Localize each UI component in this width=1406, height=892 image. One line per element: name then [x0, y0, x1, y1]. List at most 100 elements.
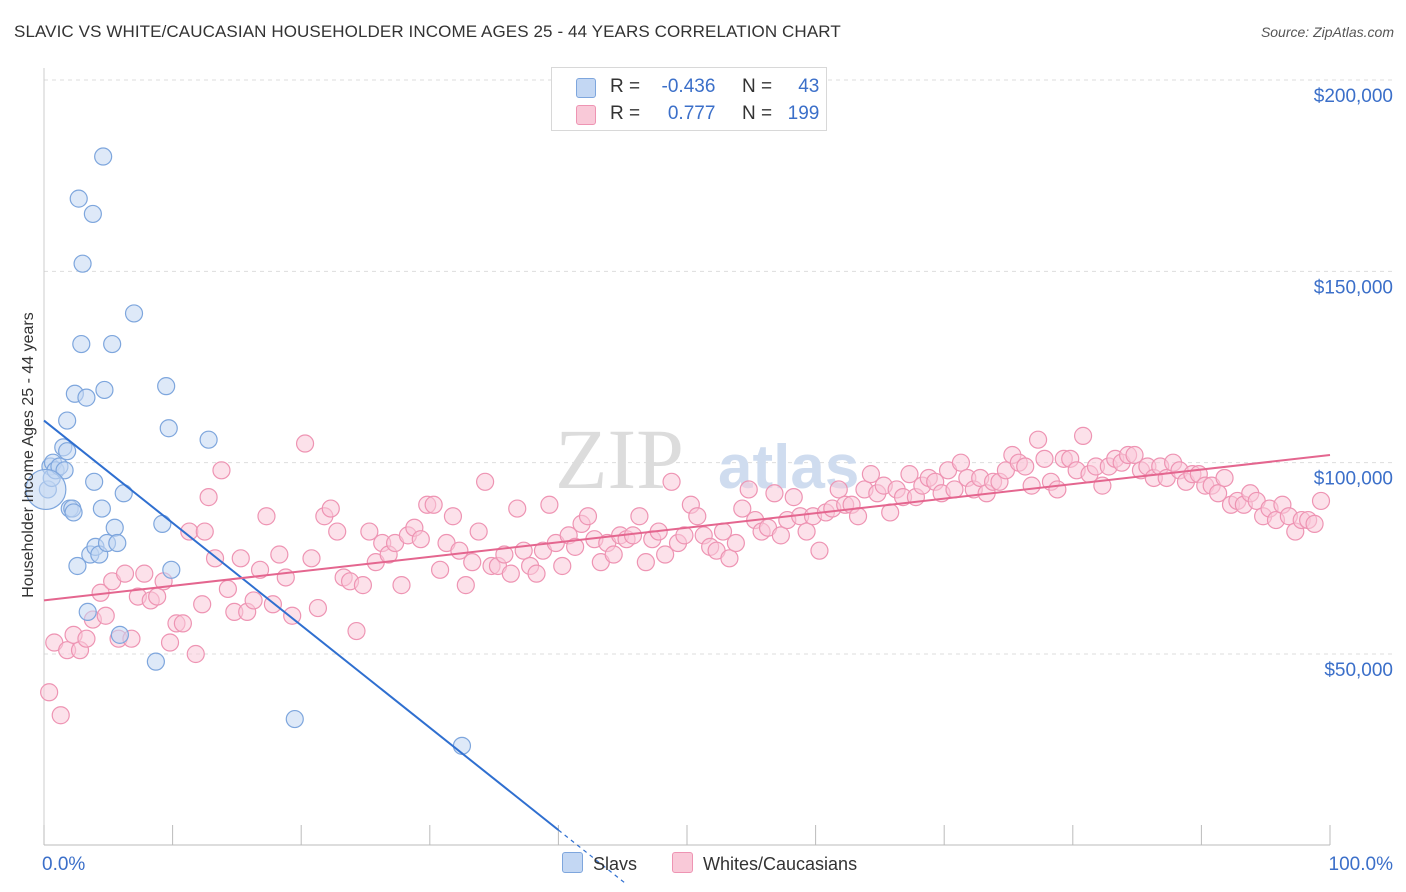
- whites-point: [424, 495, 443, 514]
- whites-point: [495, 545, 514, 564]
- whites-point: [829, 480, 848, 499]
- slavs-point: [124, 304, 144, 323]
- whites-point: [797, 522, 816, 541]
- whites-point: [173, 614, 192, 633]
- slavs-point: [83, 204, 102, 224]
- bottom-legend-slavs: Slavs: [562, 852, 637, 875]
- slavs-point: [73, 254, 92, 273]
- whites-point: [662, 472, 681, 491]
- bottom-legend-whites: Whites/Caucasians: [672, 852, 857, 875]
- slavs-point: [110, 625, 129, 644]
- slavs-point: [285, 709, 304, 729]
- slavs-point: [68, 556, 87, 576]
- whites-point: [733, 499, 752, 518]
- whites-point: [443, 507, 463, 526]
- whites-point: [881, 503, 900, 522]
- legend-r-value-slavs: -0.436: [661, 76, 716, 97]
- whites-point: [1035, 449, 1054, 468]
- slavs-swatch: [562, 852, 583, 873]
- whites-point: [199, 488, 218, 507]
- whites-point: [283, 606, 302, 625]
- slavs-point: [157, 377, 176, 396]
- slavs-point: [77, 388, 96, 407]
- whites-point: [1209, 484, 1228, 503]
- whites-point: [765, 484, 784, 503]
- whites-point: [308, 598, 328, 618]
- whites-point: [302, 549, 321, 568]
- whites-point: [1125, 445, 1144, 465]
- slavs-point: [114, 484, 133, 503]
- whites-point: [784, 488, 803, 507]
- bottom-legend-slavs-label: Slavs: [593, 854, 638, 874]
- whites-point: [270, 545, 289, 564]
- slavs-point: [105, 518, 124, 537]
- whites-point: [771, 526, 790, 545]
- whites-point: [578, 507, 598, 526]
- whites-point: [295, 434, 315, 453]
- whites-point: [566, 537, 585, 556]
- whites-point: [688, 507, 707, 526]
- slavs-point: [55, 461, 74, 480]
- whites-point: [463, 553, 482, 572]
- slavs-point: [159, 419, 178, 438]
- legend-n-value-whites: 199: [787, 103, 820, 124]
- whites-point: [527, 564, 546, 583]
- whites-point: [250, 560, 270, 579]
- slavs-swatch: [576, 78, 596, 98]
- whites-point: [630, 507, 649, 526]
- whites-point: [951, 453, 971, 472]
- whites-point: [636, 553, 655, 572]
- whites-point: [848, 507, 868, 526]
- slavs-points: [25, 147, 472, 755]
- whites-point: [1016, 457, 1035, 476]
- whites-point: [186, 644, 205, 664]
- whites-point: [1022, 476, 1041, 495]
- whites-swatch: [672, 852, 693, 873]
- whites-point: [77, 629, 96, 648]
- x-tick-labels: 0.0% 100.0%: [42, 854, 1393, 875]
- whites-point: [257, 507, 276, 526]
- legend-n-label: N =: [741, 76, 773, 97]
- slavs-point: [69, 189, 88, 208]
- whites-trend-line: [43, 454, 1331, 602]
- y-tick-labels: $50,000 $100,000 $150,000 $200,000: [1314, 86, 1393, 681]
- whites-point: [148, 587, 167, 606]
- whites-point: [96, 606, 115, 625]
- whites-point: [656, 545, 675, 564]
- slavs-point: [78, 602, 97, 622]
- slavs-point: [94, 147, 113, 166]
- legend-r-label: R =: [610, 103, 641, 124]
- whites-point: [160, 633, 180, 652]
- y-axis-label: Householder Income Ages 25 - 44 years: [20, 312, 37, 598]
- whites-point: [430, 560, 450, 579]
- whites-point: [501, 564, 520, 583]
- y-tick-label: $100,000: [1314, 469, 1393, 490]
- legend-r-value-whites: 0.777: [667, 103, 716, 124]
- slavs-point: [146, 652, 165, 671]
- whites-point: [1048, 480, 1067, 499]
- chart-title: SLAVIC VS WHITE/CAUCASIAN HOUSEHOLDER IN…: [14, 22, 841, 41]
- whites-point: [726, 533, 745, 553]
- slavs-point: [58, 411, 77, 430]
- whites-point: [40, 683, 59, 702]
- trend-lines: [43, 419, 1331, 884]
- slavs-point: [95, 380, 114, 400]
- whites-point: [810, 541, 829, 560]
- whites-point: [231, 549, 250, 568]
- whites-point: [115, 564, 135, 583]
- whites-point: [1311, 491, 1331, 511]
- slavs-point: [92, 499, 111, 518]
- whites-points: [40, 426, 1331, 725]
- whites-point: [353, 576, 373, 595]
- correlation-legend: R = -0.436 N = 43 R = 0.777 N = 199: [551, 67, 827, 131]
- whites-point: [321, 499, 340, 518]
- slavs-point: [162, 560, 181, 579]
- y-tick-label: $50,000: [1324, 660, 1393, 681]
- watermark-zip: ZIP: [555, 411, 684, 507]
- whites-point: [392, 576, 411, 595]
- whites-point: [900, 465, 919, 484]
- whites-point: [720, 549, 739, 568]
- slavs-point: [108, 533, 127, 553]
- whites-point: [469, 522, 488, 541]
